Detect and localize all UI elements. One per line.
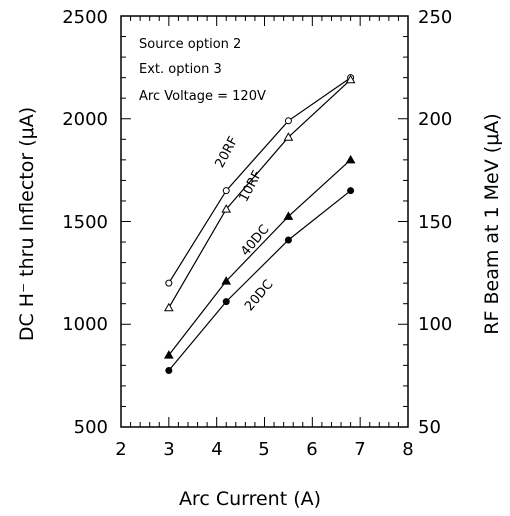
plot-frame — [120, 15, 409, 428]
data-point-20rf — [222, 187, 230, 195]
y-tick-label: 500 — [74, 417, 108, 438]
data-point-20dc — [165, 366, 173, 374]
annotation-arc-voltage: Arc Voltage = 120V — [139, 89, 266, 104]
annotation-source-option: Source option 2 — [139, 37, 241, 52]
data-point-20dc — [284, 236, 292, 244]
x-tick-label: 5 — [258, 439, 269, 460]
data-point-10rf — [283, 132, 294, 141]
y-tick-labels: 500 1000 1500 2000 2500 — [62, 7, 108, 438]
x-tick-label: 2 — [115, 439, 126, 460]
annotations: Source option 2 Ext. option 3 Arc Voltag… — [139, 37, 266, 104]
y2-tick-label: 200 — [418, 109, 452, 130]
data-point-10rf — [163, 302, 174, 312]
x-tick-label: 4 — [211, 439, 222, 460]
tick-marks — [120, 15, 409, 428]
y2-tick-labels: 50 100 150 200 250 — [418, 7, 452, 438]
x-tick-label: 6 — [306, 439, 317, 460]
x-axis-title: Arc Current (A) — [179, 488, 321, 510]
series-line-20rf — [168, 77, 351, 284]
y-tick-label: 2000 — [62, 109, 108, 130]
y-tick-label: 1000 — [62, 314, 108, 335]
y2-tick-label: 250 — [418, 7, 452, 28]
data-point-40dc — [283, 211, 294, 220]
y2-tick-label: 100 — [418, 314, 452, 335]
x-tick-label: 3 — [163, 439, 174, 460]
x-tick-labels: 2 3 4 5 6 7 8 — [115, 439, 413, 460]
data-point-20rf — [284, 117, 292, 125]
series-label-20dc: 20DC — [242, 277, 276, 314]
data-point-10rf — [221, 204, 232, 213]
data-point-40dc — [345, 154, 356, 164]
data-point-10rf — [345, 74, 356, 84]
data-point-20rf — [165, 279, 173, 287]
series-layer — [163, 74, 356, 374]
y2-axis-title: RF Beam at 1 MeV (μA) — [481, 113, 503, 334]
data-point-40dc — [163, 350, 174, 359]
y2-tick-label: 50 — [418, 417, 441, 438]
data-point-20dc — [347, 187, 355, 195]
series-line-40dc — [168, 159, 352, 356]
series-label-40dc: 40DC — [238, 222, 272, 259]
series-line-20dc — [168, 190, 351, 371]
series-label-20rf: 20RF — [213, 134, 242, 170]
y2-tick-label: 150 — [418, 212, 452, 233]
x-tick-label: 7 — [354, 439, 365, 460]
x-tick-label: 8 — [402, 439, 413, 460]
data-point-20dc — [222, 298, 230, 306]
annotation-ext-option: Ext. option 3 — [139, 62, 222, 77]
data-point-40dc — [221, 276, 232, 285]
y-axis-title: DC H⁻ thru Inflector (μA) — [16, 107, 38, 341]
y-tick-label: 1500 — [62, 212, 108, 233]
y-tick-label: 2500 — [62, 7, 108, 28]
series-line-10rf — [168, 79, 352, 309]
